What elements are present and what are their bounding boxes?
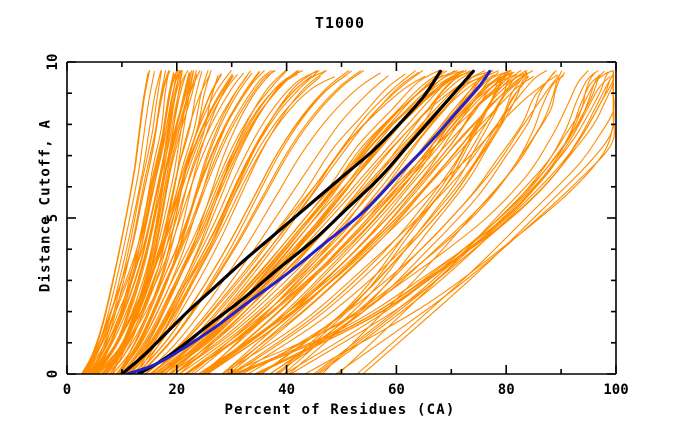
prediction-curve — [200, 74, 508, 374]
prediction-curve — [204, 70, 494, 374]
prediction-curve — [116, 72, 253, 374]
prediction-curve — [197, 75, 534, 374]
prediction-curve — [237, 73, 528, 374]
prediction-curve — [203, 70, 490, 374]
prediction-curve — [112, 74, 222, 374]
x-axis-label: Percent of Residues (CA) — [224, 402, 456, 418]
prediction-curve — [241, 75, 564, 374]
y-tick-label: 10 — [45, 54, 61, 71]
prediction-curve — [93, 70, 183, 374]
prediction-curve — [288, 75, 529, 374]
y-tick-label: 5 — [45, 214, 61, 222]
prediction-curve — [283, 72, 514, 374]
prediction-curve — [228, 71, 528, 374]
x-tick-label: 20 — [168, 382, 185, 398]
prediction-curve — [205, 73, 525, 374]
prediction-curve — [230, 70, 511, 374]
prediction-curve — [274, 70, 557, 374]
prediction-curve — [221, 70, 547, 374]
prediction-curve — [118, 70, 272, 374]
prediction-curve — [221, 74, 558, 374]
prediction-curve — [115, 75, 234, 374]
prediction-ensemble-lines — [80, 70, 615, 374]
reference-curve-blue — [125, 69, 492, 374]
prediction-curve — [247, 75, 560, 374]
prediction-curve — [221, 70, 512, 374]
reference-curve-black — [120, 69, 442, 374]
prediction-curve — [127, 71, 318, 374]
prediction-curve — [124, 70, 298, 374]
prediction-curve — [134, 70, 320, 374]
prediction-curve — [284, 74, 600, 374]
axis-frame — [66, 61, 617, 375]
prediction-curve — [81, 70, 151, 374]
prediction-curve — [321, 72, 565, 374]
prediction-curve — [174, 70, 499, 374]
reference-curve-black — [136, 69, 475, 374]
prediction-curve — [145, 72, 381, 374]
x-tick-label: 100 — [603, 382, 628, 398]
prediction-curve — [225, 70, 522, 374]
prediction-curve — [138, 76, 335, 374]
prediction-curve — [140, 70, 364, 374]
prediction-curve — [338, 72, 596, 374]
prediction-curve — [261, 70, 528, 374]
prediction-curve — [119, 70, 287, 374]
prediction-curve — [226, 70, 589, 374]
x-tick-label: 0 — [63, 382, 71, 398]
prediction-curve — [254, 70, 599, 374]
prediction-curve — [149, 71, 419, 374]
prediction-curve — [144, 75, 389, 374]
prediction-curve — [98, 71, 261, 374]
y-tick-label: 0 — [45, 370, 61, 378]
prediction-curve — [205, 74, 509, 374]
prediction-curve — [90, 74, 187, 374]
prediction-curve — [316, 70, 614, 374]
prediction-curve — [168, 74, 476, 374]
prediction-curve — [136, 70, 327, 374]
x-tick-label: 60 — [388, 382, 405, 398]
prediction-curve — [101, 70, 194, 374]
prediction-curve — [117, 70, 265, 374]
prediction-curve — [106, 74, 219, 374]
axis-tick-labels: 0 20 40 60 80 100 0 5 10 — [45, 54, 629, 398]
prediction-curve — [163, 74, 457, 374]
prediction-curve — [151, 75, 426, 374]
prediction-curve — [86, 70, 162, 374]
prediction-curve — [108, 73, 211, 374]
prediction-curve — [94, 75, 189, 374]
prediction-curve — [83, 70, 178, 374]
x-tick-label: 80 — [498, 382, 515, 398]
x-tick-label: 40 — [278, 382, 295, 398]
prediction-curve — [96, 70, 195, 374]
prediction-curve — [86, 70, 189, 374]
prediction-curve — [136, 70, 350, 374]
prediction-curve — [91, 74, 234, 374]
page-title: T1000 — [314, 14, 366, 32]
reference-blue-line — [125, 69, 492, 374]
prediction-curve — [313, 70, 605, 374]
prediction-curve — [102, 70, 197, 374]
prediction-curve — [130, 70, 304, 374]
reference-black-lines — [120, 69, 475, 374]
prediction-curve — [163, 70, 476, 374]
prediction-curve — [83, 70, 171, 374]
prediction-curve — [163, 70, 455, 374]
prediction-curve — [335, 72, 615, 374]
